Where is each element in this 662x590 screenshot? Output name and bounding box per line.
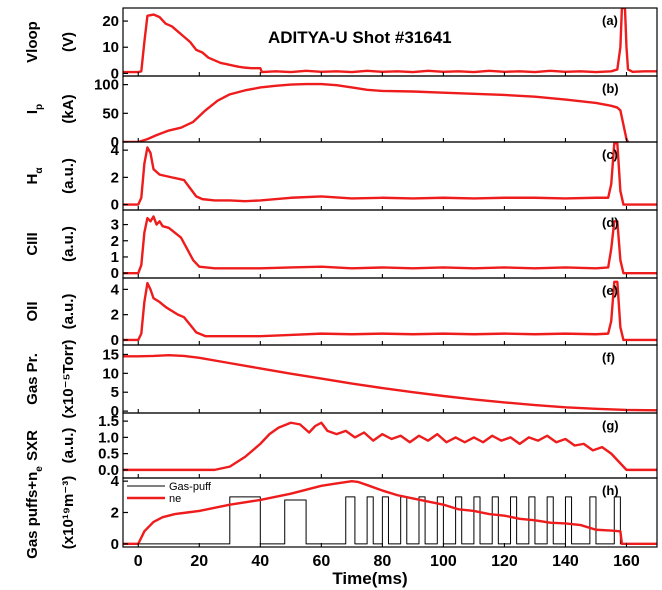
x-tick-label: 80 — [373, 553, 391, 570]
series-line-c-0 — [123, 142, 657, 206]
y-axis-unit: (x10¹⁹m⁻³) — [60, 476, 77, 549]
panel-f: 0 5 10 15 (f) Gas Pr. (x10⁻⁵Torr) — [24, 340, 658, 420]
series-line-g-0 — [123, 421, 657, 472]
series-line-h-ne — [123, 479, 657, 546]
y-tick-label: 0 — [111, 536, 119, 553]
legend-entry: ne — [169, 493, 181, 505]
x-tick-label: 60 — [312, 553, 330, 570]
series-line-b-0 — [123, 82, 630, 142]
y-tick-label: 2 — [111, 307, 119, 324]
series-line-a-0 — [123, 8, 657, 74]
y-tick-label: 1.5 — [98, 413, 119, 430]
y-axis-unit: (a.u.) — [60, 226, 77, 262]
y-tick-label: 0 — [111, 403, 119, 420]
y-axis-unit: (V) — [60, 32, 77, 52]
panel-tag: (d) — [602, 215, 619, 230]
panel-tag: (b) — [602, 81, 619, 96]
y-tick-label: 0 — [111, 332, 119, 349]
y-tick-label: 2 — [111, 505, 119, 522]
legend-entry: Gas-puff — [169, 481, 212, 493]
x-tick-label: 100 — [430, 553, 457, 570]
panel-c: 0 2 4 (c) Hα (a.u.) — [24, 141, 658, 214]
panel-tag: (a) — [602, 13, 618, 28]
y-tick-label: 1.0 — [98, 429, 119, 446]
x-axis-label: Time(ms) — [332, 569, 407, 588]
series-line-f-0 — [123, 354, 657, 412]
panel-frame — [122, 75, 658, 143]
y-axis-unit: (x10⁻⁵Torr) — [60, 340, 77, 419]
y-tick-label: 0 — [111, 197, 119, 214]
panel-g: 0.00.51.01.5 (g) SXR (a.u.) — [24, 412, 658, 479]
y-tick-label: 1 — [111, 249, 119, 266]
panel-b: 0 50 100 (b) Ip (kA) — [24, 75, 658, 151]
y-tick-label: 0 — [111, 265, 119, 282]
x-tick-label: 120 — [491, 553, 518, 570]
y-axis-label: Hα — [24, 167, 45, 185]
y-tick-label: 15 — [102, 346, 119, 363]
x-tick-label: 140 — [552, 553, 579, 570]
y-axis-unit: (a.u.) — [60, 158, 77, 194]
y-tick-label: 5 — [111, 384, 119, 401]
x-tick-label: 160 — [613, 553, 640, 570]
x-tick-label: 20 — [190, 553, 208, 570]
y-tick-label: 20 — [102, 13, 119, 30]
y-tick-label: 4 — [111, 281, 120, 298]
panel-e: 0 2 4 (e) OII (a.u.) — [24, 277, 658, 349]
y-tick-label: 4 — [111, 473, 120, 490]
panel-tag: (c) — [602, 147, 618, 162]
series-line-d-0 — [123, 215, 657, 275]
y-axis-unit: (kA) — [60, 94, 77, 123]
chart-title: ADITYA-U Shot #31641 — [268, 28, 452, 47]
panel-frame — [122, 344, 658, 414]
y-axis-unit: (a.u.) — [60, 428, 77, 464]
y-tick-label: 4 — [111, 142, 120, 159]
y-tick-label: 0.0 — [98, 462, 119, 479]
y-axis-unit: (a.u.) — [60, 294, 77, 330]
x-tick-label: 40 — [251, 553, 269, 570]
y-tick-label: 10 — [102, 365, 119, 382]
y-tick-label: 0 — [111, 134, 119, 151]
panel-tag: (h) — [602, 483, 619, 498]
y-axis-label: SXR — [24, 430, 41, 461]
panel-tag: (e) — [602, 283, 618, 298]
panel-tag: (f) — [602, 350, 615, 365]
y-axis-label: Ip — [24, 104, 45, 114]
y-tick-label: 3 — [111, 217, 119, 234]
panel-tag: (g) — [602, 418, 619, 433]
y-axis-label: Gas puffs+ne — [24, 466, 45, 559]
y-axis-label: Gas Pr. — [24, 353, 41, 405]
series-line-h-gas-puff — [123, 496, 657, 545]
y-axis-label: CIII — [24, 232, 41, 255]
y-axis-label: OII — [24, 301, 41, 321]
y-tick-label: 50 — [102, 105, 119, 122]
y-tick-label: 2 — [111, 233, 119, 250]
y-axis-label: Vloop — [24, 21, 41, 63]
y-tick-label: 10 — [102, 39, 119, 56]
y-tick-label: 100 — [94, 77, 119, 94]
series-line-e-0 — [123, 280, 657, 342]
x-tick-label: 0 — [134, 553, 143, 570]
y-tick-label: 2 — [111, 169, 119, 186]
y-tick-label: 0 — [111, 65, 119, 82]
y-tick-label: 0.5 — [98, 446, 119, 463]
